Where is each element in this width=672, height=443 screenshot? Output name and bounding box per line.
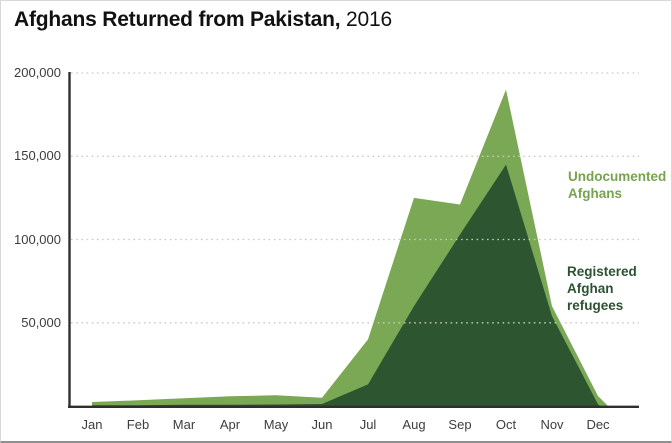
chart-title-main: Afghans Returned from Pakistan, — [14, 8, 341, 31]
x-tick-label: Oct — [495, 417, 517, 432]
y-tick-label: 50,000 — [21, 314, 61, 330]
x-tick-label: Jul — [359, 417, 377, 432]
chart-title-year: 2016 — [346, 8, 392, 31]
x-tick-label: Aug — [402, 417, 426, 432]
x-tick-label: Apr — [219, 417, 241, 432]
chart-title: Afghans Returned from Pakistan, 2016 — [14, 8, 392, 32]
x-tick-label: Jun — [311, 417, 333, 432]
x-tick-label: Dec — [586, 417, 610, 432]
y-tick-label: 200,000 — [14, 65, 61, 80]
legend-registered: Registered Afghan refugees — [567, 264, 637, 313]
x-tick-label: Feb — [126, 417, 150, 432]
area-series-group — [92, 89, 608, 406]
x-tick-label: Sep — [448, 417, 472, 432]
x-tick-label: Mar — [172, 417, 196, 432]
legend-undocumented: Undocumented Afghans — [568, 169, 667, 201]
registered-refugees-area — [92, 164, 600, 406]
y-tick-label: 150,000 — [14, 148, 61, 164]
x-tick-label: Jan — [81, 417, 103, 432]
y-tick-label: 100,000 — [14, 231, 61, 247]
x-tick-label: May — [263, 417, 289, 432]
x-tick-label: Nov — [540, 417, 564, 432]
gridlines-group — [71, 72, 639, 324]
